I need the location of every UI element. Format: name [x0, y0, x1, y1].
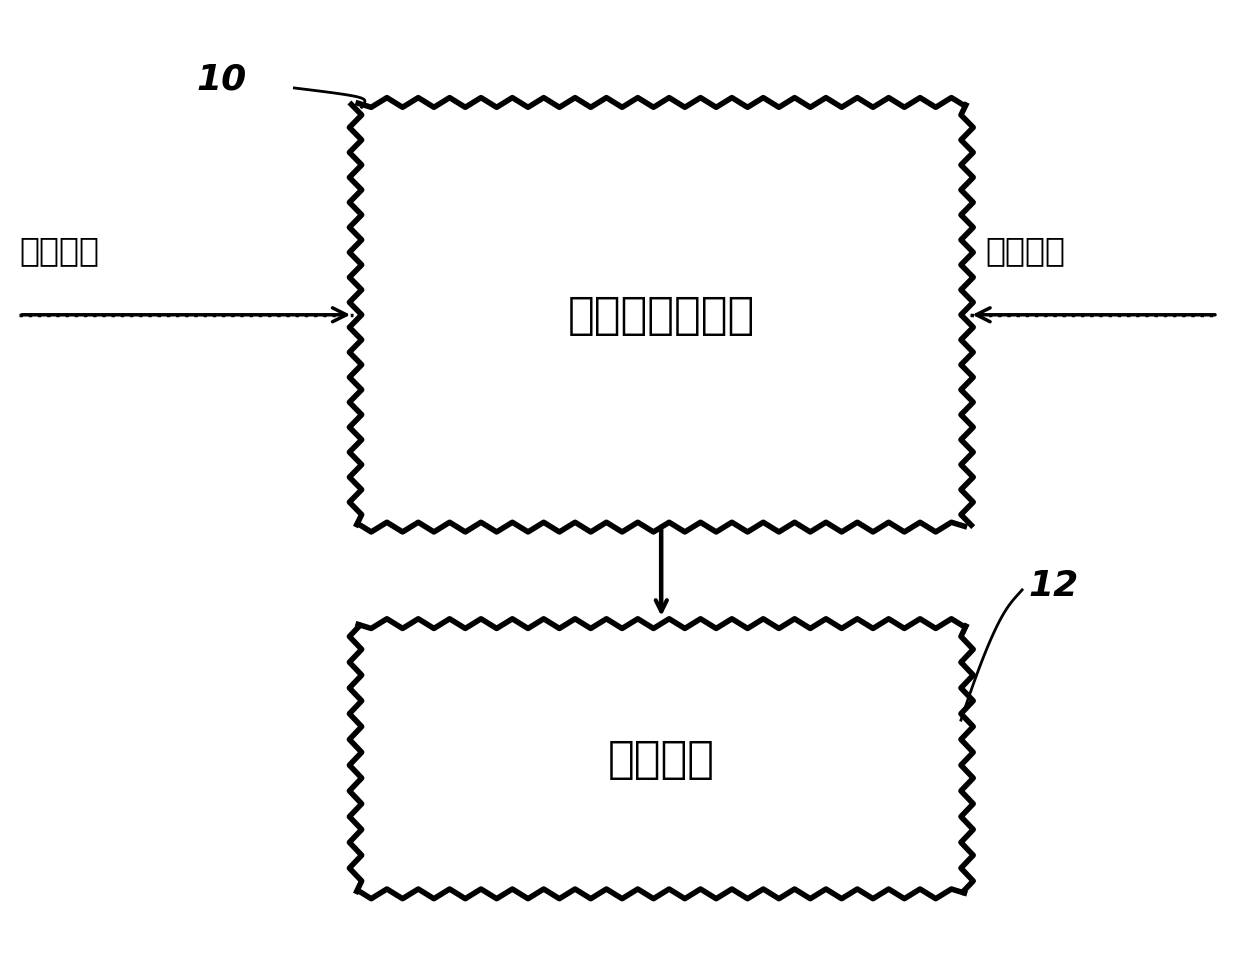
Text: 10: 10 [197, 63, 246, 96]
Text: 消音器设备处理: 消音器设备处理 [568, 294, 755, 337]
Text: 12: 12 [1028, 568, 1079, 602]
Text: 输入信号: 输入信号 [20, 235, 99, 267]
Text: 应用预置: 应用预置 [607, 737, 715, 780]
Text: 输出信号: 输出信号 [986, 235, 1065, 267]
